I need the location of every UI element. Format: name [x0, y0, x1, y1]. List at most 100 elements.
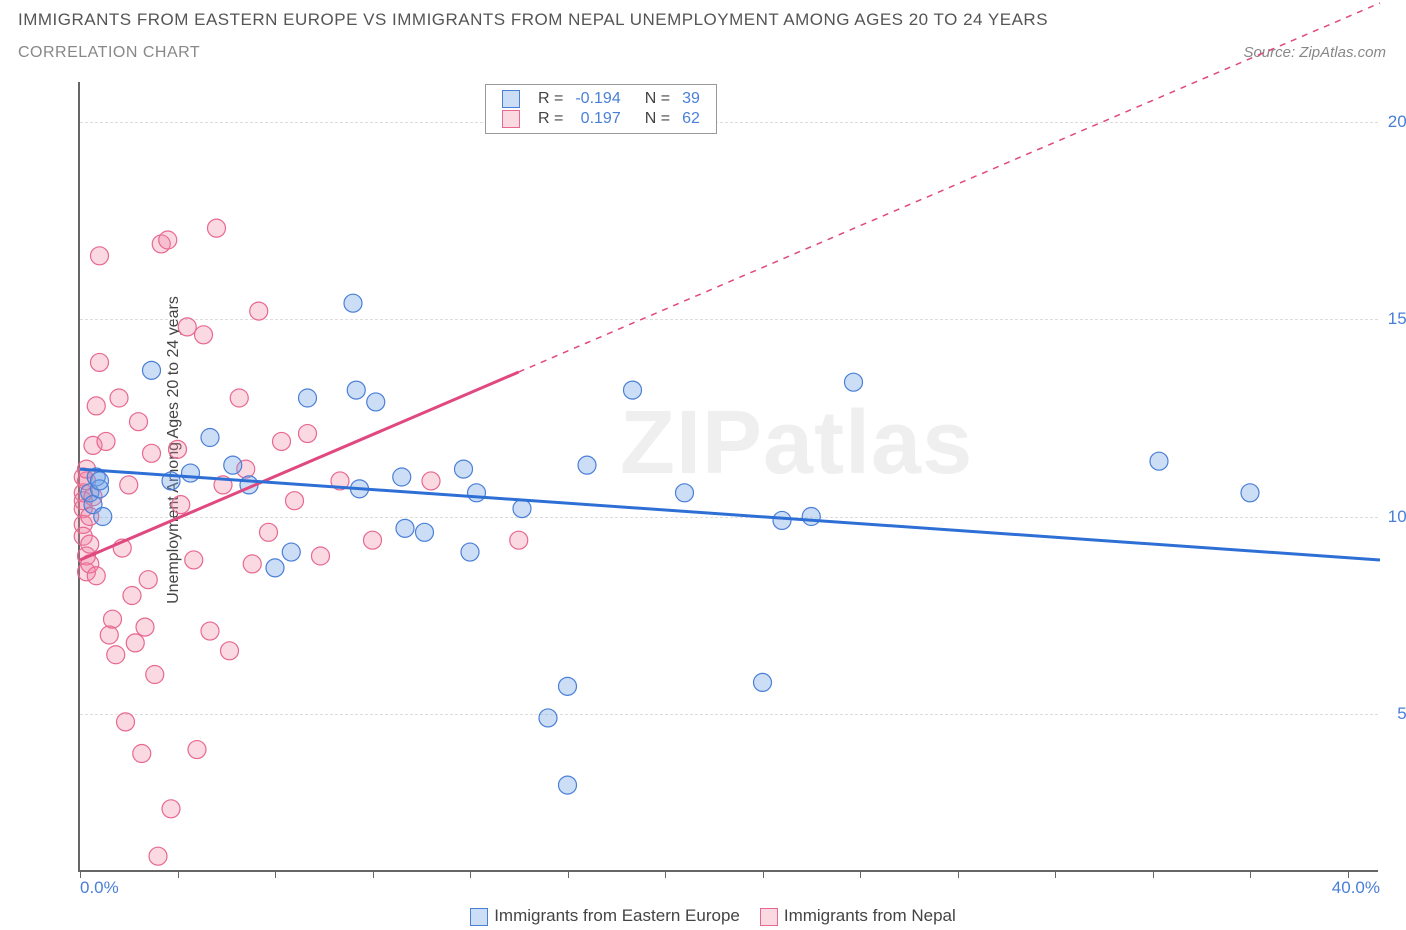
- data-point: [266, 559, 284, 577]
- data-point: [104, 610, 122, 628]
- data-point: [396, 519, 414, 537]
- x-tick: [470, 870, 471, 878]
- data-point: [87, 567, 105, 585]
- x-tick: [178, 870, 179, 878]
- data-point: [182, 464, 200, 482]
- data-point: [845, 373, 863, 391]
- x-tick: [665, 870, 666, 878]
- data-point: [221, 642, 239, 660]
- data-point: [344, 294, 362, 312]
- data-point: [754, 673, 772, 691]
- data-point: [146, 666, 164, 684]
- legend-row: R =-0.194N =39: [496, 89, 706, 109]
- data-point: [243, 555, 261, 573]
- x-tick: [373, 870, 374, 878]
- data-point: [126, 634, 144, 652]
- x-tick: [1055, 870, 1056, 878]
- data-point: [624, 381, 642, 399]
- data-point: [117, 713, 135, 731]
- data-point: [107, 646, 125, 664]
- x-tick: [568, 870, 569, 878]
- legend-series-label: Immigrants from Eastern Europe: [494, 906, 740, 925]
- data-point: [172, 496, 190, 514]
- chart-title: IMMIGRANTS FROM EASTERN EUROPE VS IMMIGR…: [18, 10, 1048, 30]
- data-point: [97, 432, 115, 450]
- chart-svg: [80, 82, 1378, 870]
- data-point: [510, 531, 528, 549]
- data-point: [260, 523, 278, 541]
- data-point: [286, 492, 304, 510]
- x-tick: [958, 870, 959, 878]
- data-point: [393, 468, 411, 486]
- data-point: [133, 745, 151, 763]
- data-point: [802, 508, 820, 526]
- data-point: [299, 389, 317, 407]
- regression-line: [80, 469, 1380, 560]
- data-point: [676, 484, 694, 502]
- data-point: [773, 511, 791, 529]
- data-point: [91, 472, 109, 490]
- data-point: [347, 381, 365, 399]
- x-tick: [1250, 870, 1251, 878]
- x-tick: [1348, 870, 1349, 878]
- data-point: [91, 353, 109, 371]
- data-point: [422, 472, 440, 490]
- legend-r-value: -0.194: [569, 89, 626, 109]
- data-point: [230, 389, 248, 407]
- legend-swatch: [502, 110, 520, 128]
- legend-r-value: 0.197: [569, 109, 626, 129]
- x-tick: [275, 870, 276, 878]
- data-point: [100, 626, 118, 644]
- data-point: [312, 547, 330, 565]
- source-attribution: Source: ZipAtlas.com: [1243, 44, 1386, 61]
- legend-swatch: [470, 908, 488, 926]
- data-point: [559, 776, 577, 794]
- data-point: [416, 523, 434, 541]
- data-point: [455, 460, 473, 478]
- legend-n-value: 39: [676, 89, 706, 109]
- data-point: [130, 413, 148, 431]
- data-point: [364, 531, 382, 549]
- data-point: [559, 677, 577, 695]
- legend-r-label: R =: [532, 109, 569, 129]
- data-point: [87, 397, 105, 415]
- data-point: [201, 429, 219, 447]
- legend-n-label: N =: [639, 89, 676, 109]
- data-point: [468, 484, 486, 502]
- data-point: [185, 551, 203, 569]
- data-point: [188, 741, 206, 759]
- data-point: [250, 302, 268, 320]
- data-point: [143, 444, 161, 462]
- series-legend: Immigrants from Eastern EuropeImmigrants…: [0, 906, 1406, 926]
- chart-subtitle: CORRELATION CHART: [18, 44, 200, 62]
- data-point: [169, 440, 187, 458]
- data-point: [1150, 452, 1168, 470]
- data-point: [120, 476, 138, 494]
- data-point: [539, 709, 557, 727]
- data-point: [178, 318, 196, 336]
- data-point: [123, 587, 141, 605]
- x-tick: [763, 870, 764, 878]
- data-point: [224, 456, 242, 474]
- data-point: [94, 508, 112, 526]
- y-tick-label: 10.0%: [1388, 507, 1406, 527]
- legend-row: R = 0.197 N =62: [496, 109, 706, 129]
- correlation-legend: R =-0.194 N =39R = 0.197 N =62: [485, 84, 717, 134]
- data-point: [578, 456, 596, 474]
- data-point: [208, 219, 226, 237]
- y-tick-label: 20.0%: [1388, 112, 1406, 132]
- legend-n-label: N =: [639, 109, 676, 129]
- plot-area: ZIPatlas 5.0%10.0%15.0%20.0%0.0%40.0%: [78, 82, 1378, 872]
- data-point: [461, 543, 479, 561]
- data-point: [110, 389, 128, 407]
- data-point: [143, 361, 161, 379]
- x-tick-label: 40.0%: [1332, 878, 1380, 898]
- data-point: [282, 543, 300, 561]
- y-tick-label: 15.0%: [1388, 309, 1406, 329]
- x-tick: [860, 870, 861, 878]
- y-tick-label: 5.0%: [1397, 704, 1406, 724]
- data-point: [367, 393, 385, 411]
- data-point: [136, 618, 154, 636]
- legend-swatch: [502, 90, 520, 108]
- legend-n-value: 62: [676, 109, 706, 129]
